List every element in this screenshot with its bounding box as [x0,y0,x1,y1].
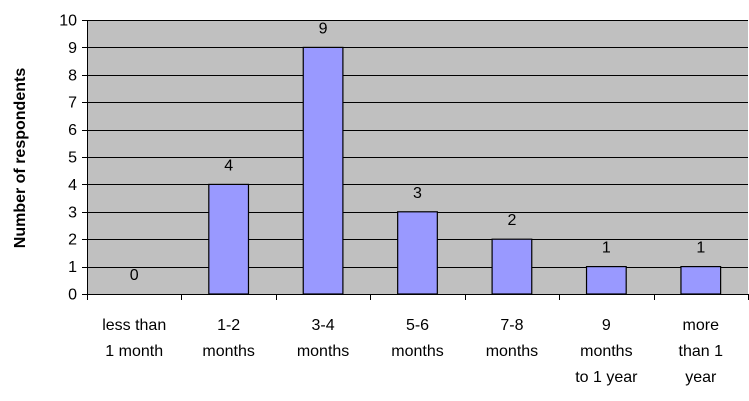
y-tick-label: 3 [68,204,77,221]
y-tick-label: 2 [68,232,77,249]
data-label: 1 [696,240,705,257]
y-axis-title: Number of respondents [12,68,29,249]
y-tick-label: 4 [68,177,77,194]
y-tick-label: 5 [68,150,77,167]
y-tick-label: 6 [68,122,77,139]
x-category-labels: less than 1 month 1-2 months 3-4 months 5-6 mon… [102,317,723,386]
bar [208,183,250,295]
axes [82,20,749,300]
y-tick-labels: 0 1 2 3 4 5 6 7 8 9 10 [59,13,77,304]
y-tick-label: 8 [68,67,77,84]
x-category-label: 5-6 months [391,317,443,360]
x-category-label: 7-8 months [486,317,538,360]
bars [208,46,722,295]
data-label: 2 [507,212,516,229]
data-label: 0 [130,267,139,284]
y-tick-label: 7 [68,95,77,112]
bar [302,46,344,295]
data-labels: 0 4 9 3 2 1 1 [130,20,706,284]
x-category-label: 1-2 months [202,317,254,360]
bar [585,266,627,295]
x-category-label: less than 1 month [102,317,166,360]
y-tick-label: 9 [68,40,77,57]
bar [491,238,533,295]
y-tick-label: 0 [68,287,77,304]
x-category-label: more than 1 year [679,317,724,386]
x-category-label: 3-4 months [297,317,349,360]
data-label: 3 [413,185,422,202]
x-category-label: 9 months to 1 year [575,317,638,386]
bar [680,266,722,295]
data-label: 9 [319,20,328,37]
data-label: 1 [602,240,611,257]
y-tick-label: 1 [68,259,77,276]
y-tick-label: 10 [59,13,77,30]
data-label: 4 [224,157,233,174]
bar [397,211,438,295]
